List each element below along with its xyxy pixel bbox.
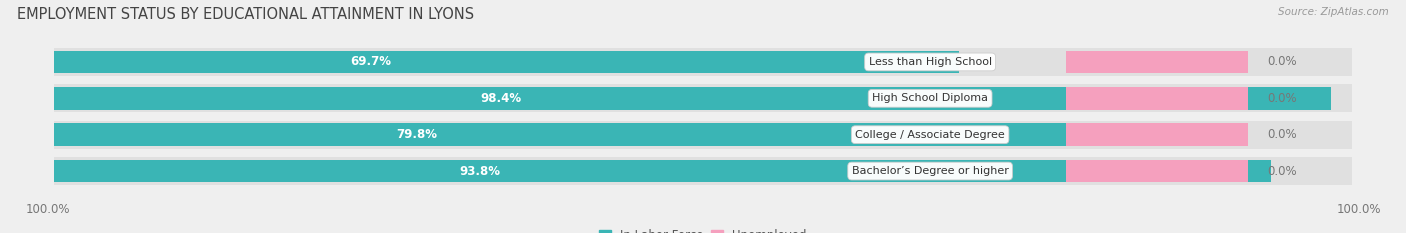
Bar [1066, 123, 1249, 146]
Text: Bachelor’s Degree or higher: Bachelor’s Degree or higher [852, 166, 1008, 176]
Text: 0.0%: 0.0% [1268, 164, 1298, 178]
Bar [53, 87, 1331, 110]
Bar [53, 160, 1271, 182]
Text: 100.0%: 100.0% [25, 203, 70, 216]
Bar [53, 48, 1353, 76]
Text: College / Associate Degree: College / Associate Degree [855, 130, 1005, 140]
Text: 0.0%: 0.0% [1268, 92, 1298, 105]
Bar [53, 123, 1090, 146]
Bar [1066, 160, 1249, 182]
Text: Source: ZipAtlas.com: Source: ZipAtlas.com [1278, 7, 1389, 17]
Bar [53, 84, 1353, 112]
Text: 98.4%: 98.4% [481, 92, 522, 105]
Text: 0.0%: 0.0% [1268, 55, 1298, 69]
Bar [1066, 87, 1249, 110]
Text: 100.0%: 100.0% [1336, 203, 1381, 216]
Text: 69.7%: 69.7% [350, 55, 391, 69]
Text: High School Diploma: High School Diploma [872, 93, 988, 103]
Text: 0.0%: 0.0% [1268, 128, 1298, 141]
Bar [53, 157, 1353, 185]
Text: Less than High School: Less than High School [869, 57, 991, 67]
Legend: In Labor Force, Unemployed: In Labor Force, Unemployed [599, 229, 807, 233]
Bar [53, 121, 1353, 149]
Text: EMPLOYMENT STATUS BY EDUCATIONAL ATTAINMENT IN LYONS: EMPLOYMENT STATUS BY EDUCATIONAL ATTAINM… [17, 7, 474, 22]
Bar [53, 51, 959, 73]
Bar [1066, 51, 1249, 73]
Text: 93.8%: 93.8% [460, 164, 501, 178]
Text: 79.8%: 79.8% [396, 128, 437, 141]
